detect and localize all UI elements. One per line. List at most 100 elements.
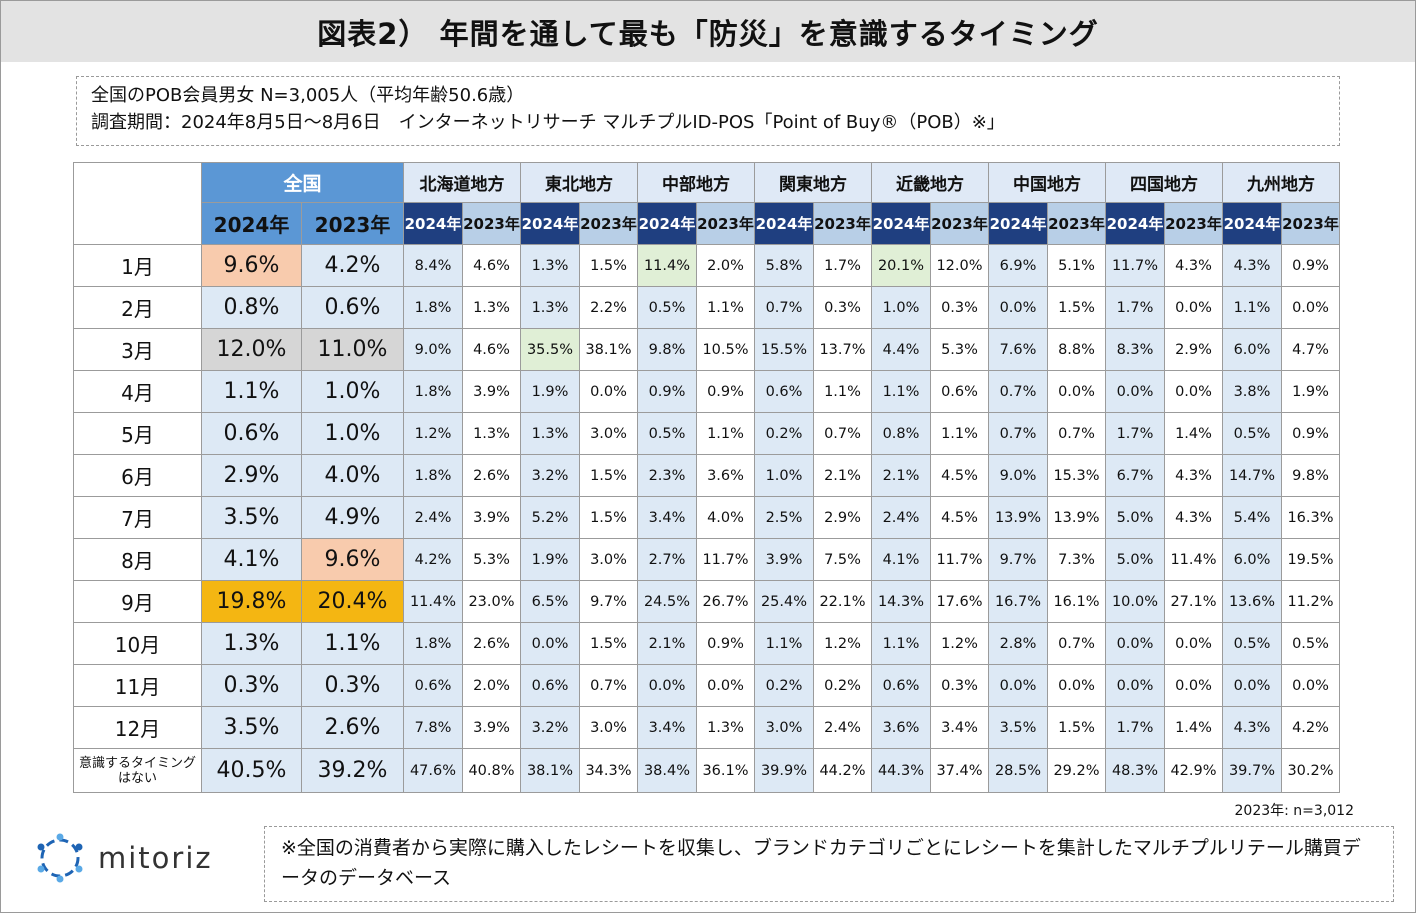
region-value-cell: 0.7% xyxy=(1047,412,1106,455)
table-row: 5月 0.6% 1.0% 1.2% 1.3% 1.3% 3.0% 0.5% 1.1% 0.2% 0.… xyxy=(73,412,1340,455)
region-value-cell: 14.7% xyxy=(1222,454,1282,497)
region-value-cell: 4.5% xyxy=(930,454,989,497)
month-label: 7月 xyxy=(73,496,202,539)
region-value-cell: 39.9% xyxy=(754,748,814,793)
survey-info-line1: 全国のPOB会員男女 N=3,005人（平均年齢50.6歳） xyxy=(91,85,525,106)
region-value-cell: 1.4% xyxy=(1164,706,1223,749)
region-value-cell: 0.0% xyxy=(1164,622,1223,665)
region-value-cell: 6.0% xyxy=(1222,328,1282,371)
region-value-cell: 1.1% xyxy=(871,370,931,413)
region-value-cell: 0.0% xyxy=(1105,370,1165,413)
table-row: 9月 19.8% 20.4% 11.4% 23.0% 6.5% 9.7% 24.5% 26.7%… xyxy=(73,580,1340,623)
month-label: 11月 xyxy=(73,664,202,707)
region-value-cell: 5.2% xyxy=(520,496,580,539)
region-year-2024-header: 2024年 xyxy=(1222,202,1282,245)
region-year-2024-header: 2024年 xyxy=(871,202,931,245)
region-value-cell: 2.7% xyxy=(637,538,697,581)
region-value-cell: 47.6% xyxy=(403,748,463,793)
region-value-cell: 0.6% xyxy=(871,664,931,707)
region-value-cell: 6.9% xyxy=(988,244,1048,287)
region-value-cell: 1.5% xyxy=(1047,706,1106,749)
region-value-cell: 13.7% xyxy=(813,328,872,371)
region-value-cell: 22.1% xyxy=(813,580,872,623)
national-value-cell: 39.2% xyxy=(301,748,404,793)
region-value-cell: 0.5% xyxy=(637,286,697,329)
region-value-cell: 3.4% xyxy=(930,706,989,749)
region-value-cell: 48.3% xyxy=(1105,748,1165,793)
region-value-cell: 26.7% xyxy=(696,580,755,623)
region-value-cell: 1.5% xyxy=(579,454,638,497)
table-row: 2月 0.8% 0.6% 1.8% 1.3% 1.3% 2.2% 0.5% 1.1% 0.7% 0.… xyxy=(73,286,1340,329)
region-value-cell: 23.0% xyxy=(462,580,521,623)
sample-size-note: 2023年: n=3,012 xyxy=(1234,803,1354,819)
national-value-cell: 1.3% xyxy=(201,622,302,665)
region-value-cell: 3.9% xyxy=(754,538,814,581)
region-value-cell: 1.8% xyxy=(403,454,463,497)
region-value-cell: 2.4% xyxy=(403,496,463,539)
region-value-cell: 5.3% xyxy=(930,328,989,371)
region-value-cell: 9.0% xyxy=(403,328,463,371)
region-value-cell: 4.6% xyxy=(462,328,521,371)
month-label: 10月 xyxy=(73,622,202,665)
region-value-cell: 10.5% xyxy=(696,328,755,371)
region-value-cell: 2.6% xyxy=(462,622,521,665)
region-value-cell: 2.5% xyxy=(754,496,814,539)
national-year-2023-header: 2023年 xyxy=(301,202,404,245)
region-value-cell: 0.3% xyxy=(930,286,989,329)
region-value-cell: 6.5% xyxy=(520,580,580,623)
national-value-cell: 1.0% xyxy=(301,370,404,413)
region-value-cell: 44.2% xyxy=(813,748,872,793)
region-year-2023-header: 2023年 xyxy=(696,202,755,245)
region-value-cell: 1.3% xyxy=(520,244,580,287)
region-value-cell: 1.1% xyxy=(696,412,755,455)
region-value-cell: 3.2% xyxy=(520,706,580,749)
region-value-cell: 38.1% xyxy=(520,748,580,793)
survey-info-line2: 調査期間：2024年8月5日～8月6日 インターネットリサーチ マルチプルID-… xyxy=(91,112,1005,133)
region-value-cell: 3.2% xyxy=(520,454,580,497)
region-year-2024-header: 2024年 xyxy=(1105,202,1165,245)
region-value-cell: 6.0% xyxy=(1222,538,1282,581)
region-value-cell: 3.9% xyxy=(462,706,521,749)
region-value-cell: 9.8% xyxy=(637,328,697,371)
national-value-cell: 4.0% xyxy=(301,454,404,497)
region-value-cell: 9.8% xyxy=(1281,454,1340,497)
region-value-cell: 19.5% xyxy=(1281,538,1340,581)
region-value-cell: 1.5% xyxy=(579,622,638,665)
region-value-cell: 11.4% xyxy=(637,244,697,287)
region-value-cell: 11.4% xyxy=(403,580,463,623)
region-value-cell: 2.6% xyxy=(462,454,521,497)
region-value-cell: 2.4% xyxy=(813,706,872,749)
national-value-cell: 1.1% xyxy=(301,622,404,665)
region-value-cell: 5.8% xyxy=(754,244,814,287)
region-year-2023-header: 2023年 xyxy=(1164,202,1223,245)
region-value-cell: 1.3% xyxy=(696,706,755,749)
region-value-cell: 1.5% xyxy=(1047,286,1106,329)
region-value-cell: 3.0% xyxy=(579,412,638,455)
national-value-cell: 0.8% xyxy=(201,286,302,329)
month-label: 4月 xyxy=(73,370,202,413)
table-row: 12月 3.5% 2.6% 7.8% 3.9% 3.2% 3.0% 3.4% 1.3% 3.0% 2… xyxy=(73,706,1340,749)
region-value-cell: 34.3% xyxy=(579,748,638,793)
region-value-cell: 1.7% xyxy=(1105,286,1165,329)
region-value-cell: 2.8% xyxy=(988,622,1048,665)
region-value-cell: 0.3% xyxy=(930,664,989,707)
region-value-cell: 1.5% xyxy=(579,496,638,539)
pob-definition-note: ※全国の消費者から実際に購入したレシートを収集し、ブランドカテゴリごとにレシート… xyxy=(264,826,1394,902)
region-value-cell: 3.9% xyxy=(462,370,521,413)
region-value-cell: 16.1% xyxy=(1047,580,1106,623)
region-value-cell: 5.1% xyxy=(1047,244,1106,287)
national-year-2024-header: 2024年 xyxy=(201,202,302,245)
region-value-cell: 37.4% xyxy=(930,748,989,793)
month-label: 1月 xyxy=(73,244,202,287)
region-value-cell: 4.3% xyxy=(1164,454,1223,497)
region-header: 四国地方 xyxy=(1105,162,1223,203)
region-value-cell: 1.9% xyxy=(520,538,580,581)
region-value-cell: 1.3% xyxy=(520,286,580,329)
region-value-cell: 4.0% xyxy=(696,496,755,539)
region-value-cell: 0.7% xyxy=(813,412,872,455)
region-value-cell: 1.3% xyxy=(520,412,580,455)
region-header: 九州地方 xyxy=(1222,162,1340,203)
region-value-cell: 11.7% xyxy=(1105,244,1165,287)
figure-title: 図表2） 年間を通して最も「防災」を意識するタイミング xyxy=(317,16,1099,51)
region-year-2023-header: 2023年 xyxy=(930,202,989,245)
